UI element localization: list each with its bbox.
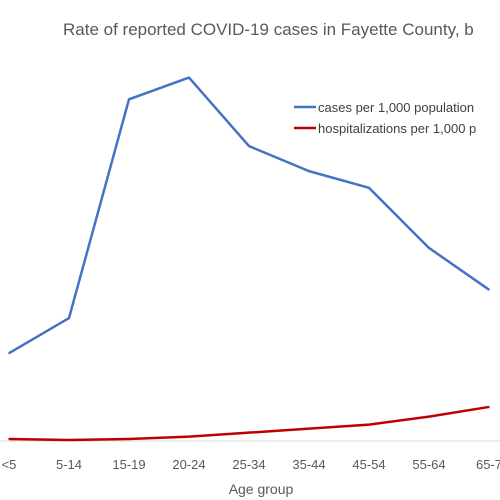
x-tick-label: 35-44 — [292, 457, 325, 472]
x-tick-label: 5-14 — [56, 457, 82, 472]
x-tick-label: 65-7 — [476, 457, 500, 472]
x-tick-label: 15-19 — [112, 457, 145, 472]
data-point-cases — [68, 317, 70, 319]
chart-title: Rate of reported COVID-19 cases in Fayet… — [63, 20, 474, 39]
data-point-cases — [308, 170, 310, 172]
x-tick-label: 25-34 — [232, 457, 265, 472]
x-tick-label: 45-54 — [352, 457, 385, 472]
x-tick-label: 55-64 — [412, 457, 445, 472]
x-tick-label: 20-24 — [172, 457, 205, 472]
data-point-hospitalizations — [8, 438, 10, 440]
data-point-hospitalizations — [188, 435, 190, 438]
data-point-hospitalizations — [128, 438, 130, 440]
data-point-cases — [368, 187, 370, 189]
series-line-hospitalizations — [8, 405, 490, 442]
data-point-hospitalizations — [368, 423, 370, 426]
legend-label-hospitalizations: hospitalizations per 1,000 p — [318, 121, 476, 136]
data-point-cases — [188, 76, 190, 79]
data-point-cases — [488, 288, 490, 291]
data-point-cases — [428, 247, 430, 249]
x-tick-labels: <5 5-14 15-19 20-24 25-34 35-44 45-54 55-64 65-7 — [2, 457, 500, 472]
data-point-cases — [248, 145, 250, 147]
data-point-hospitalizations — [68, 439, 70, 441]
series-layer — [8, 76, 490, 442]
data-point-hospitalizations — [488, 406, 490, 408]
data-point-cases — [8, 352, 10, 354]
x-axis-title: Age group — [229, 481, 294, 497]
legend-label-cases: cases per 1,000 population — [318, 100, 474, 115]
data-point-hospitalizations — [248, 431, 250, 434]
legend: cases per 1,000 population hospitalizati… — [294, 100, 476, 136]
series-line-cases — [8, 76, 490, 355]
data-point-hospitalizations — [428, 415, 430, 418]
data-point-cases — [128, 98, 130, 101]
data-point-hospitalizations — [308, 427, 310, 430]
x-tick-label: <5 — [2, 457, 17, 472]
